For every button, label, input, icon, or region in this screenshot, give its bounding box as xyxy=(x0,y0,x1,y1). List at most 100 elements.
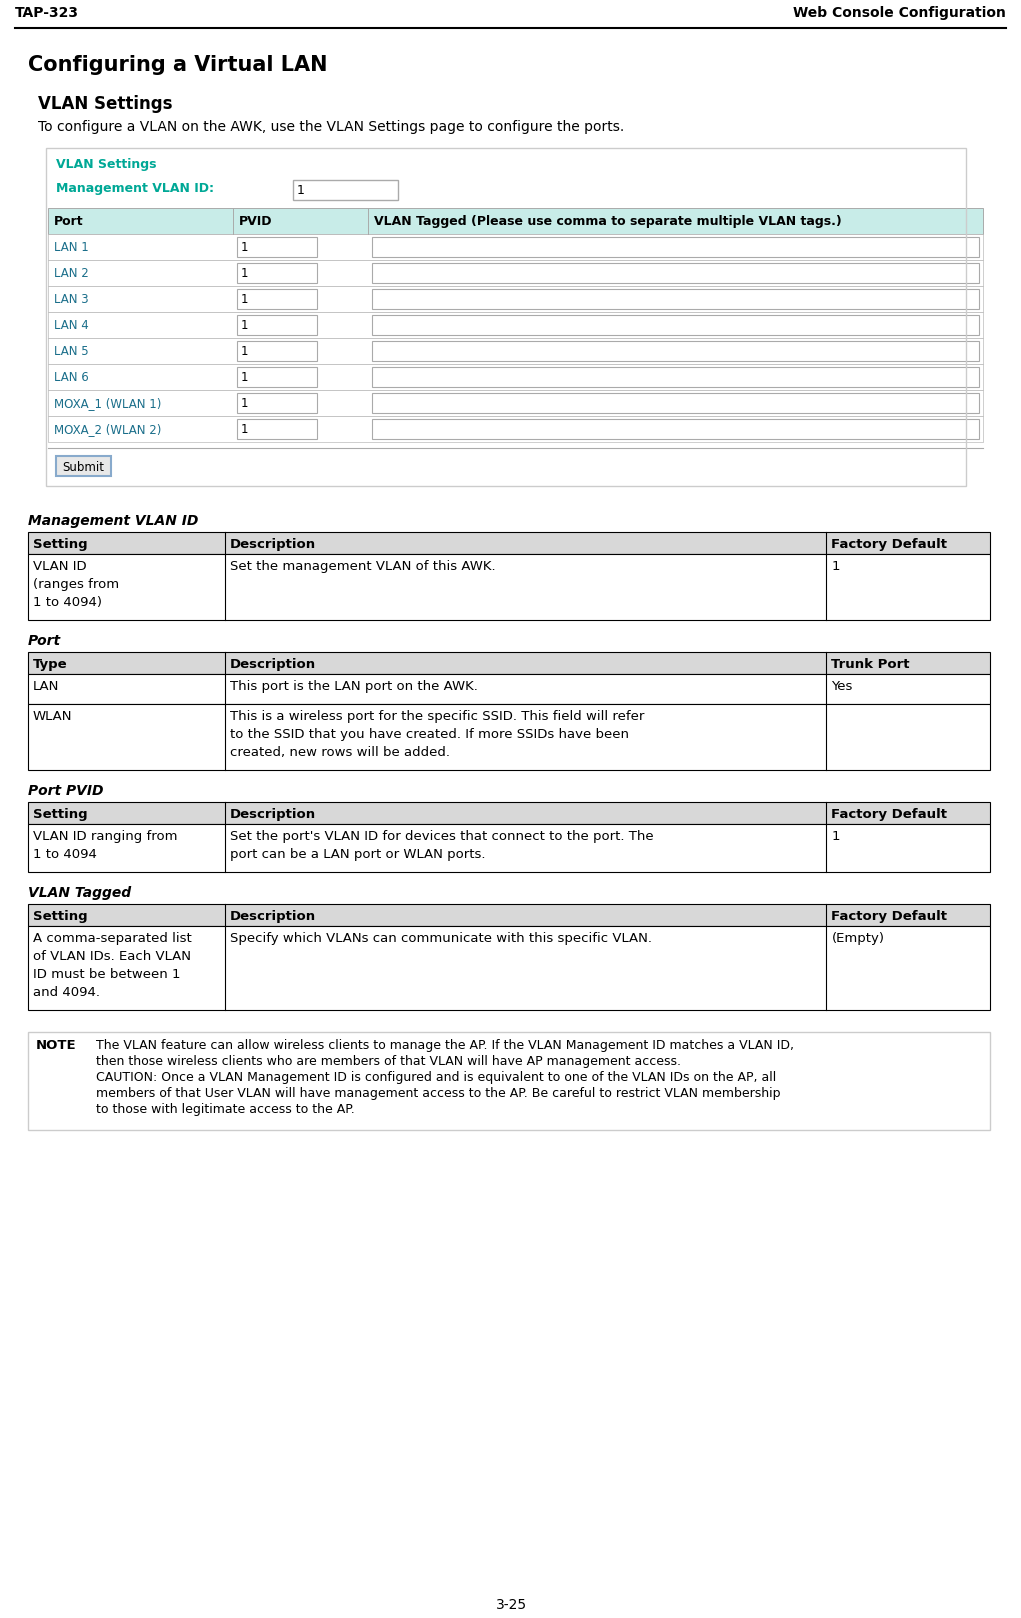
Text: Port: Port xyxy=(28,634,61,647)
Text: 1 to 4094: 1 to 4094 xyxy=(33,848,97,861)
Text: This port is the LAN port on the AWK.: This port is the LAN port on the AWK. xyxy=(230,680,478,693)
Text: VLAN Tagged: VLAN Tagged xyxy=(28,887,131,900)
Text: LAN 6: LAN 6 xyxy=(54,371,89,383)
Text: ID must be between 1: ID must be between 1 xyxy=(33,968,181,981)
Text: LAN 4: LAN 4 xyxy=(54,319,89,332)
Bar xyxy=(48,235,983,260)
Bar xyxy=(237,367,317,387)
Text: LAN: LAN xyxy=(33,680,59,693)
Text: 1: 1 xyxy=(241,371,248,383)
Bar xyxy=(28,652,990,675)
Text: PVID: PVID xyxy=(239,215,273,228)
Bar xyxy=(372,264,979,283)
Bar xyxy=(48,364,983,390)
Text: Description: Description xyxy=(230,539,317,552)
Text: Setting: Setting xyxy=(33,807,88,820)
Text: To configure a VLAN on the AWK, use the VLAN Settings page to configure the port: To configure a VLAN on the AWK, use the … xyxy=(38,120,624,134)
Text: NOTE: NOTE xyxy=(36,1039,77,1052)
Bar xyxy=(372,316,979,335)
Bar xyxy=(28,675,990,704)
Text: Web Console Configuration: Web Console Configuration xyxy=(793,6,1006,19)
Text: MOXA_1 (WLAN 1): MOXA_1 (WLAN 1) xyxy=(54,396,161,409)
Bar xyxy=(372,393,979,413)
Bar xyxy=(28,803,990,824)
Bar xyxy=(48,338,983,364)
Bar xyxy=(372,367,979,387)
Bar xyxy=(237,341,317,361)
Text: to those with legitimate access to the AP.: to those with legitimate access to the A… xyxy=(96,1103,354,1116)
Bar xyxy=(237,316,317,335)
Text: VLAN Settings: VLAN Settings xyxy=(56,159,156,172)
Bar xyxy=(237,264,317,283)
Text: 1: 1 xyxy=(241,422,248,435)
Bar xyxy=(48,416,983,442)
Bar xyxy=(28,704,990,770)
Text: (ranges from: (ranges from xyxy=(33,578,119,591)
Text: Trunk Port: Trunk Port xyxy=(831,659,910,671)
Text: to the SSID that you have created. If more SSIDs have been: to the SSID that you have created. If mo… xyxy=(230,728,629,741)
Bar xyxy=(293,180,398,201)
Text: Factory Default: Factory Default xyxy=(831,539,947,552)
Text: of VLAN IDs. Each VLAN: of VLAN IDs. Each VLAN xyxy=(33,950,191,963)
Text: LAN 1: LAN 1 xyxy=(54,241,89,254)
Text: Factory Default: Factory Default xyxy=(831,807,947,820)
Text: and 4094.: and 4094. xyxy=(33,985,100,998)
Text: Submit: Submit xyxy=(62,461,104,474)
Text: Description: Description xyxy=(230,807,317,820)
Text: The VLAN feature can allow wireless clients to manage the AP. If the VLAN Manage: The VLAN feature can allow wireless clie… xyxy=(96,1039,794,1052)
Text: 1: 1 xyxy=(831,830,840,843)
Bar xyxy=(372,341,979,361)
Bar xyxy=(28,1032,990,1129)
Text: LAN 3: LAN 3 xyxy=(54,293,89,306)
Bar xyxy=(372,419,979,438)
Text: LAN 5: LAN 5 xyxy=(54,345,89,358)
Text: MOXA_2 (WLAN 2): MOXA_2 (WLAN 2) xyxy=(54,422,161,435)
Bar xyxy=(48,312,983,338)
Text: Port PVID: Port PVID xyxy=(28,785,103,798)
Text: Configuring a Virtual LAN: Configuring a Virtual LAN xyxy=(28,55,328,74)
Bar xyxy=(28,553,990,620)
Text: created, new rows will be added.: created, new rows will be added. xyxy=(230,746,450,759)
Text: Specify which VLANs can communicate with this specific VLAN.: Specify which VLANs can communicate with… xyxy=(230,932,652,945)
Text: VLAN Settings: VLAN Settings xyxy=(38,95,173,113)
Text: 1 to 4094): 1 to 4094) xyxy=(33,595,102,608)
Bar xyxy=(28,925,990,1010)
Bar xyxy=(48,260,983,286)
Bar xyxy=(237,236,317,257)
Text: Set the port's VLAN ID for devices that connect to the port. The: Set the port's VLAN ID for devices that … xyxy=(230,830,653,843)
Text: CAUTION: Once a VLAN Management ID is configured and is equivalent to one of the: CAUTION: Once a VLAN Management ID is co… xyxy=(96,1071,776,1084)
Text: WLAN: WLAN xyxy=(33,710,72,723)
Text: This is a wireless port for the specific SSID. This field will refer: This is a wireless port for the specific… xyxy=(230,710,644,723)
Text: 1: 1 xyxy=(241,319,248,332)
Text: Description: Description xyxy=(230,659,317,671)
Text: Description: Description xyxy=(230,909,317,922)
Text: Yes: Yes xyxy=(831,680,853,693)
Text: Setting: Setting xyxy=(33,539,88,552)
Text: members of that User VLAN will have management access to the AP. Be careful to r: members of that User VLAN will have mana… xyxy=(96,1087,780,1100)
Text: 1: 1 xyxy=(297,184,305,197)
Text: VLAN ID ranging from: VLAN ID ranging from xyxy=(33,830,178,843)
Text: Type: Type xyxy=(33,659,67,671)
Text: Port: Port xyxy=(54,215,84,228)
Text: then those wireless clients who are members of that VLAN will have AP management: then those wireless clients who are memb… xyxy=(96,1055,681,1068)
Bar xyxy=(28,532,990,553)
Bar xyxy=(372,290,979,309)
Bar xyxy=(28,824,990,872)
Text: 3-25: 3-25 xyxy=(495,1599,527,1612)
Bar xyxy=(48,209,983,235)
Bar xyxy=(46,147,966,485)
Text: A comma-separated list: A comma-separated list xyxy=(33,932,192,945)
Text: VLAN ID: VLAN ID xyxy=(33,560,87,573)
Text: 1: 1 xyxy=(831,560,840,573)
Text: 1: 1 xyxy=(241,345,248,358)
Bar xyxy=(237,290,317,309)
Text: 1: 1 xyxy=(241,396,248,409)
Text: 1: 1 xyxy=(241,267,248,280)
Text: Factory Default: Factory Default xyxy=(831,909,947,922)
Text: Set the management VLAN of this AWK.: Set the management VLAN of this AWK. xyxy=(230,560,496,573)
Bar xyxy=(56,456,111,476)
Text: Management VLAN ID: Management VLAN ID xyxy=(28,515,198,527)
Text: VLAN Tagged (Please use comma to separate multiple VLAN tags.): VLAN Tagged (Please use comma to separat… xyxy=(374,215,841,228)
Bar xyxy=(28,904,990,925)
Bar xyxy=(48,286,983,312)
